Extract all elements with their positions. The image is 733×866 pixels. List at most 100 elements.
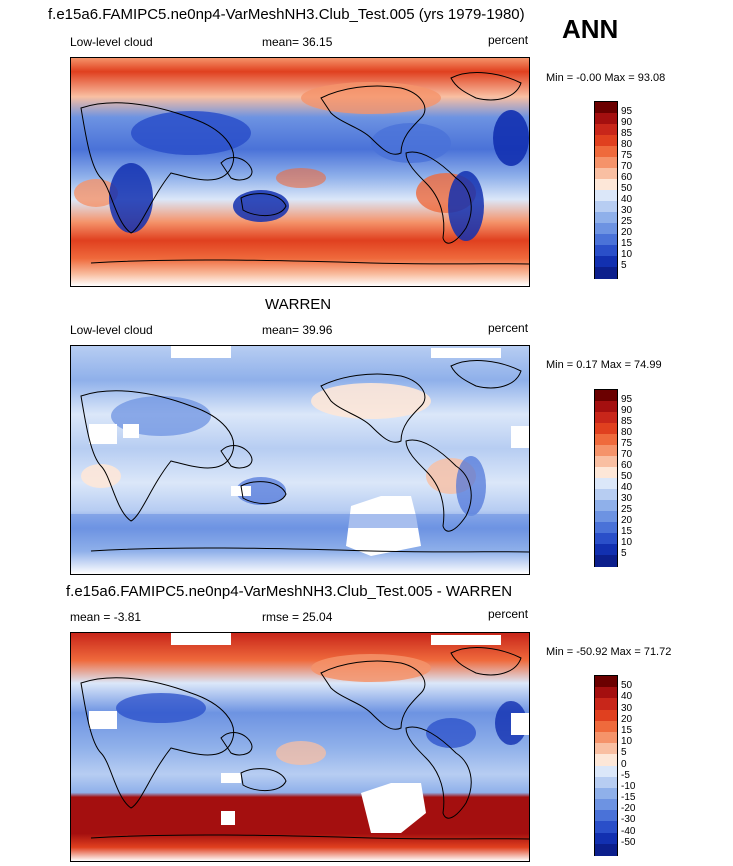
colorbar-swatch — [595, 511, 617, 523]
colorbar-tick-label: 10 — [621, 537, 633, 548]
colorbar-tick-label: 40 — [621, 194, 633, 205]
colorbar-swatch — [595, 698, 617, 711]
panel-obs-minmax: Min = 0.17 Max = 74.99 — [546, 359, 662, 371]
colorbar-tick-label: -15 — [621, 792, 636, 804]
coastline — [220, 157, 253, 181]
panel-obs-units-label: percent — [488, 321, 529, 335]
coastline — [320, 660, 426, 730]
panel-test-title: f.e15a6.FAMIPC5.ne0np4-VarMeshNH3.Club_T… — [48, 6, 525, 23]
panel-diff-title: f.e15a6.FAMIPC5.ne0np4-VarMeshNH3.Club_T… — [66, 583, 513, 600]
coastline — [240, 481, 287, 504]
colorbar-tick-label: 40 — [621, 482, 633, 493]
colorbar-tick-label: 5 — [621, 548, 627, 559]
colorbar-tick-label: -40 — [621, 825, 636, 837]
colorbar-swatch — [595, 146, 617, 158]
colorbar-tick-label: 30 — [621, 205, 633, 216]
colorbar-tick-label: 50 — [621, 471, 633, 482]
coastline — [320, 85, 426, 155]
panel-obs-map — [70, 345, 530, 575]
panel-obs-mean-label: mean= 39.96 — [262, 323, 333, 337]
colorbar-tick-label: 10 — [621, 736, 633, 748]
colorbar-swatch — [595, 223, 617, 235]
colorbar-tick-label: 25 — [621, 216, 633, 227]
colorbar-swatch — [595, 687, 617, 699]
colorbar-tick-label: 0 — [621, 758, 627, 770]
coastline — [220, 445, 253, 469]
colorbar-tick-label: 20 — [621, 227, 633, 238]
panel-diff-mean-label: mean = -3.81 — [70, 610, 142, 624]
colorbar-tick-label: 80 — [621, 427, 633, 438]
panel-diff-map — [70, 632, 530, 862]
panel-obs-colorbar — [594, 389, 618, 567]
panel-diff-colorbar — [594, 675, 618, 856]
colorbar-swatch — [595, 102, 617, 114]
colorbar-swatch — [595, 256, 617, 268]
colorbar-tick-label: 75 — [621, 150, 633, 161]
colorbar-swatch — [595, 776, 617, 789]
colorbar-swatch — [595, 787, 617, 800]
colorbar-swatch — [595, 201, 617, 213]
colorbar-tick-label: 95 — [621, 106, 633, 117]
colorbar-tick-label: 30 — [621, 702, 633, 714]
coastline — [450, 647, 522, 676]
colorbar-swatch — [595, 401, 617, 413]
season-label: ANN — [562, 14, 619, 44]
colorbar-tick-label: 50 — [621, 680, 633, 692]
colorbar-swatch — [595, 765, 617, 778]
colorbar-tick-label: 70 — [621, 449, 633, 460]
colorbar-tick-label: 40 — [621, 691, 633, 703]
colorbar-swatch — [595, 456, 617, 468]
colorbar-swatch — [595, 423, 617, 435]
colorbar-swatch — [595, 832, 617, 845]
colorbar-tick-label: 15 — [621, 238, 633, 249]
colorbar-tick-label: 10 — [621, 249, 633, 260]
coastline — [405, 151, 472, 244]
colorbar-swatch — [595, 212, 617, 224]
colorbar-tick-label: 90 — [621, 117, 633, 128]
colorbar-tick-label: 20 — [621, 515, 633, 526]
panel-test-mean-label: mean= 36.15 — [262, 35, 333, 49]
colorbar-swatch — [595, 743, 617, 755]
panel-diff-minmax: Min = -50.92 Max = 71.72 — [546, 646, 672, 658]
colorbar-tick-label: -10 — [621, 780, 636, 792]
panel-test-variable-label: Low-level cloud — [70, 35, 153, 49]
coastline — [220, 732, 253, 756]
colorbar-swatch — [595, 390, 617, 402]
panel-test-minmax: Min = -0.00 Max = 93.08 — [546, 72, 666, 84]
coastline — [90, 547, 529, 553]
colorbar-tick-label: 85 — [621, 128, 633, 139]
colorbar-tick-label: 20 — [621, 713, 633, 725]
coastline — [80, 390, 235, 522]
panel-test-map — [70, 57, 530, 287]
colorbar-tick-label: 60 — [621, 172, 633, 183]
colorbar-tick-label: 90 — [621, 405, 633, 416]
colorbar-swatch — [595, 190, 617, 202]
colorbar-tick-label: 50 — [621, 183, 633, 194]
colorbar-swatch — [595, 113, 617, 125]
colorbar-tick-label: 15 — [621, 526, 633, 537]
colorbar-tick-label: 25 — [621, 504, 633, 515]
colorbar-swatch — [595, 245, 617, 257]
coastline — [80, 677, 235, 809]
colorbar-swatch — [595, 467, 617, 479]
colorbar-swatch — [595, 843, 617, 856]
colorbar-swatch — [595, 821, 617, 834]
colorbar-swatch — [595, 157, 617, 169]
colorbar-tick-label: 5 — [621, 747, 627, 759]
colorbar-swatch — [595, 489, 617, 501]
colorbar-swatch — [595, 555, 617, 567]
coastline — [450, 360, 522, 389]
colorbar-swatch — [595, 810, 617, 822]
panel-obs-variable-label: Low-level cloud — [70, 323, 153, 337]
coastline — [240, 193, 287, 216]
coastline — [90, 834, 529, 840]
colorbar-tick-label: -5 — [621, 769, 630, 781]
colorbar-swatch — [595, 731, 617, 744]
colorbar-swatch — [595, 434, 617, 446]
colorbar-swatch — [595, 720, 617, 733]
colorbar-tick-label: 70 — [621, 161, 633, 172]
colorbar-tick-label: 60 — [621, 460, 633, 471]
colorbar-tick-label: 5 — [621, 260, 627, 271]
coastline — [405, 726, 472, 819]
colorbar-swatch — [595, 412, 617, 424]
